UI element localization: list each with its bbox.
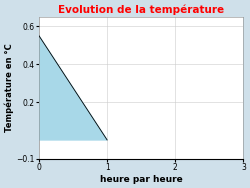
Y-axis label: Température en °C: Température en °C: [4, 43, 14, 132]
Polygon shape: [39, 36, 107, 140]
X-axis label: heure par heure: heure par heure: [100, 175, 182, 184]
Title: Evolution de la température: Evolution de la température: [58, 4, 224, 15]
